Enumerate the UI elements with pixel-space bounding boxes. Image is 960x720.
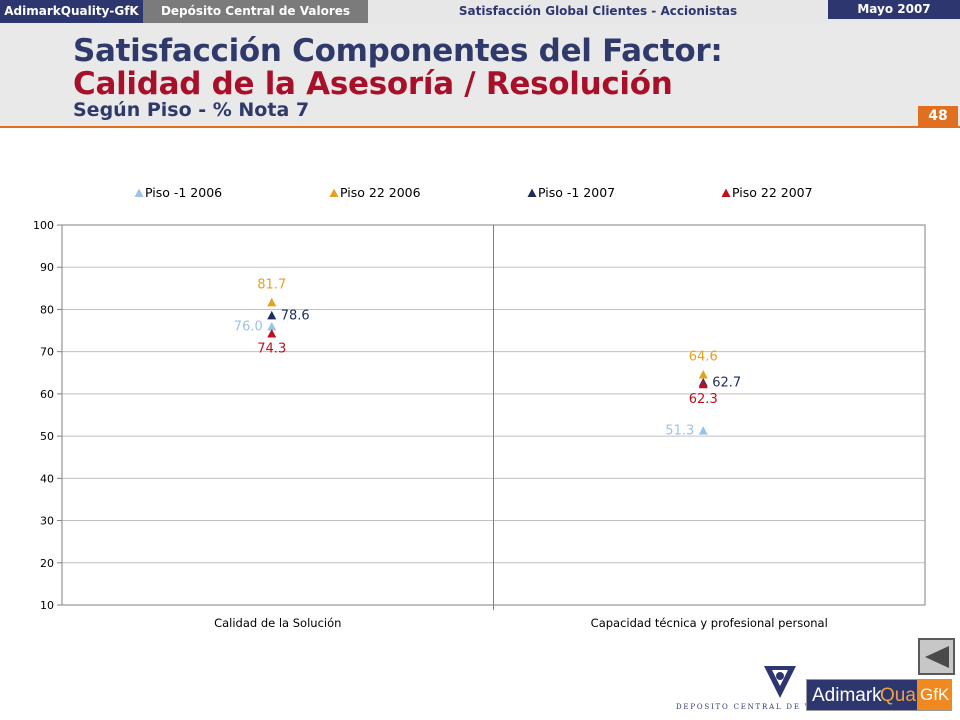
data-label: 62.7 [712,375,741,390]
data-point [267,329,277,338]
legend-marker [527,188,537,198]
adimark-gfk-logo: Adimark Quality GfK [806,679,952,711]
y-tick-label: 10 [40,599,54,612]
back-arrow-icon [925,646,949,668]
data-point [267,321,277,331]
data-label: 51.3 [665,424,694,439]
legend-label: Piso -1 2006 [145,185,222,200]
data-point [267,297,277,307]
header-date-spacer [828,19,960,23]
x-category-label: Capacidad técnica y profesional personal [591,616,828,630]
header-client: Depósito Central de Valores [143,0,368,23]
data-point [698,426,708,435]
legend-label: Piso -1 2007 [538,185,615,200]
data-label: 76.0 [234,319,263,334]
page-title: Satisfacción Componentes del Factor: [73,33,723,69]
legend-marker [329,188,339,198]
chart-legend: Piso -1 2006 Piso 22 2006 Piso -1 2007 Piso… [134,185,813,200]
gfk-badge: GfK [917,680,951,710]
y-tick-label: 80 [40,303,54,316]
gfk-logo-text: GfK [920,685,950,704]
data-label: 64.6 [689,349,718,364]
legend-label: Piso 22 2006 [340,185,421,200]
y-tick-label: 50 [40,430,54,443]
y-tick-label: 70 [40,346,54,359]
dcv-caption: DEPOSITO CENTRAL DE VALORES [676,703,853,711]
x-category-label: Calidad de la Solución [214,616,341,630]
data-point [267,310,277,320]
legend-marker [721,188,731,198]
title-band: Satisfacción Componentes del Factor: Cal… [0,23,960,128]
data-label: 81.7 [257,277,286,292]
legend-label: Piso 22 2007 [732,185,813,200]
header-brand: AdimarkQuality-GfK [0,0,143,23]
data-label: 74.3 [257,342,286,357]
y-tick-label: 100 [33,219,54,232]
y-tick-label: 60 [40,388,54,401]
data-label: 62.3 [689,392,718,407]
data-point [698,379,708,389]
back-button[interactable] [918,638,955,675]
header-date: Mayo 2007 [828,0,960,19]
page-subtitle: Calidad de la Asesoría / Resolución [73,66,673,102]
legend-marker [134,188,144,198]
header-study-title: Satisfacción Global Clientes - Accionist… [368,0,828,23]
data-point [698,369,708,379]
y-tick-label: 90 [40,261,54,274]
y-tick-label: 40 [40,472,54,485]
y-tick-label: 20 [40,557,54,570]
y-tick-label: 30 [40,515,54,528]
dcv-logo [764,666,796,698]
page-number: 48 [918,106,958,126]
data-label: 78.6 [281,308,310,323]
adimark-logo-text-1: Adimark [812,685,882,706]
page-caption: Según Piso - % Nota 7 [73,99,310,121]
plot-area: 10 20 30 40 50 60 70 80 90 100 Calidad de la Soluc… [33,219,926,630]
